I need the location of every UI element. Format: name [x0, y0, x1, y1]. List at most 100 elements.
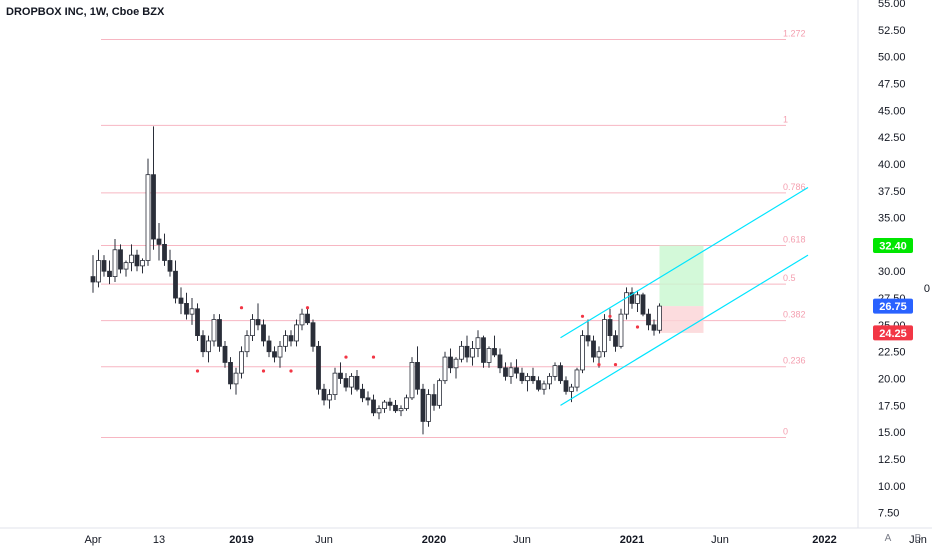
- pivot-marker: [613, 362, 618, 367]
- chart-title: DROPBOX INC, 1W, Cboe BZX: [6, 6, 165, 18]
- candle-body: [585, 335, 591, 342]
- price-axis-tick: 55.00: [878, 0, 906, 10]
- time-axis-tick: 2019: [229, 534, 253, 546]
- candle-body: [371, 399, 376, 414]
- candle-body: [261, 324, 266, 342]
- candle-body: [272, 351, 277, 358]
- candle-body: [349, 375, 354, 388]
- price-tag-label: 24.25: [879, 328, 907, 340]
- price-axis-tick: 52.50: [878, 25, 906, 37]
- candle-body: [541, 383, 547, 390]
- candle-body: [233, 372, 239, 385]
- candle-body: [167, 260, 173, 272]
- fib-level-label: 1: [783, 114, 788, 124]
- candle-body: [134, 254, 140, 267]
- price-axis-tick: 12.50: [878, 454, 906, 466]
- candle-body: [239, 351, 244, 374]
- candle-body: [156, 238, 162, 245]
- time-axis-tick: Jun: [711, 534, 729, 546]
- candles: [90, 126, 662, 435]
- candle-body: [519, 372, 525, 382]
- pivot-marker: [597, 362, 601, 367]
- pivot-marker: [261, 369, 266, 373]
- fibonacci-retracement[interactable]: 1.272 1 0.786 0.618 0.5 0.382 0.236 0: [101, 28, 806, 439]
- time-axis-tick: 2022: [812, 534, 836, 546]
- candle-body: [316, 345, 321, 390]
- candle-body: [288, 335, 294, 342]
- price-tag: [873, 237, 913, 253]
- candle-body: [651, 324, 657, 331]
- candle-body: [602, 319, 607, 353]
- pivot-marker: [195, 369, 200, 373]
- parallel-channel[interactable]: [560, 187, 809, 406]
- fib-level-label: 0.5: [783, 273, 796, 283]
- fib-level-label: 0.786: [783, 182, 806, 192]
- time-axis-tick: 2020: [422, 534, 446, 546]
- candle-body: [387, 401, 393, 406]
- price-axis-tick: 35.00: [878, 213, 906, 225]
- pivot-marker: [635, 325, 640, 329]
- candle-body: [228, 362, 233, 385]
- candle-body: [404, 397, 409, 409]
- candle-body: [305, 313, 310, 324]
- price-axis[interactable]: 55.00 52.50 50.00 47.50 45.00 42.50 40.00 37.50…: [0, 0, 932, 529]
- candle-body: [338, 372, 343, 379]
- candle-body: [178, 297, 184, 304]
- candle-body: [464, 345, 470, 358]
- candle-body: [310, 322, 316, 347]
- log-scale-button[interactable]: B: [914, 533, 922, 544]
- candle-body: [426, 394, 431, 422]
- time-axis[interactable]: Apr 13 2019 Jun 2020 Jun 2021 Jun 2022 Jun: [84, 534, 926, 546]
- candle-body: [596, 351, 602, 358]
- candle-body: [283, 335, 288, 347]
- candle-body: [145, 174, 151, 261]
- time-axis-tick: Apr: [84, 534, 101, 546]
- candle-body: [657, 305, 662, 331]
- price-axis-tick: 45.00: [878, 105, 906, 117]
- candle-body: [453, 358, 459, 369]
- candle-body: [393, 404, 398, 412]
- candle-body: [96, 260, 101, 283]
- candle-body: [299, 313, 305, 326]
- pivot-marker: [305, 306, 310, 310]
- candle-body: [470, 348, 475, 358]
- candle-body: [294, 324, 299, 342]
- candle-body: [321, 388, 327, 401]
- price-axis-tick: 50.00: [878, 52, 906, 64]
- price-axis-tick: 42.50: [878, 132, 906, 144]
- candle-body: [415, 362, 420, 390]
- candle-body: [508, 367, 514, 377]
- price-axis-tick: 7.50: [878, 508, 899, 520]
- candle-body: [437, 380, 442, 406]
- candle-body: [173, 270, 178, 299]
- fib-level-label: 1.272: [783, 28, 806, 38]
- pivot-marker: [289, 369, 293, 373]
- candle-body: [574, 369, 580, 388]
- candle-body: [398, 408, 404, 412]
- price-axis-tick: 47.50: [878, 78, 906, 90]
- price-tag-label: 32.40: [879, 240, 907, 252]
- candle-body: [420, 388, 426, 422]
- candle-body: [591, 340, 596, 358]
- candle-body: [101, 260, 107, 272]
- time-axis-tick: 2021: [620, 534, 644, 546]
- candle-body: [376, 408, 382, 414]
- auto-scale-button[interactable]: A: [884, 533, 892, 544]
- candle-body: [569, 386, 574, 392]
- candle-body: [563, 380, 569, 392]
- candle-body: [217, 319, 222, 347]
- candle-body: [448, 356, 453, 369]
- candle-body: [211, 319, 217, 342]
- candle-body: [503, 367, 508, 377]
- candle-body: [552, 365, 558, 377]
- long-position-tool[interactable]: [659, 245, 704, 333]
- candle-body: [112, 249, 118, 277]
- channel-lower-line: [560, 254, 809, 406]
- time-axis-tick: Jun: [909, 534, 927, 546]
- price-axis-tick: 37.50: [878, 186, 906, 198]
- fib-level-label: 0.382: [783, 310, 806, 320]
- price-axis-tick: 17.50: [878, 400, 906, 412]
- candle-body: [354, 375, 360, 390]
- candle-body: [481, 337, 486, 363]
